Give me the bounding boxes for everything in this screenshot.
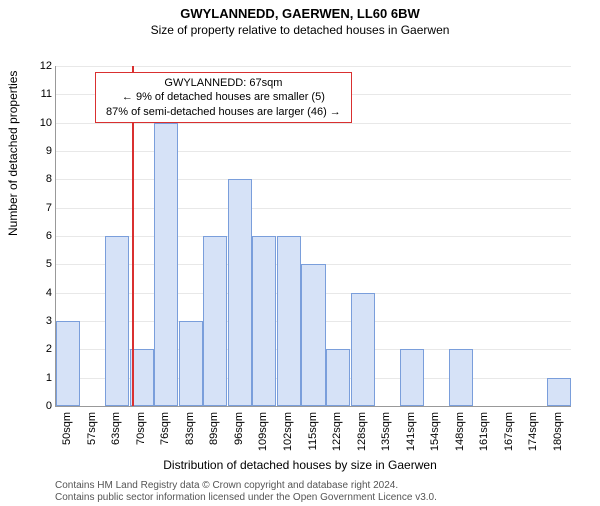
x-tick-label: 109sqm xyxy=(257,412,269,451)
histogram-bar xyxy=(547,378,571,406)
x-tick-label: 115sqm xyxy=(307,412,319,450)
histogram-bar xyxy=(252,236,276,406)
histogram-bar xyxy=(277,236,301,406)
x-tick-label: 148sqm xyxy=(454,412,466,451)
infobox-line1: GWYLANNEDD: 67sqm xyxy=(106,76,341,90)
histogram-bar xyxy=(400,349,424,406)
histogram-bar xyxy=(301,264,325,406)
y-tick-label: 5 xyxy=(30,258,52,270)
attribution-text: Contains HM Land Registry data © Crown c… xyxy=(55,480,437,504)
x-tick-label: 128sqm xyxy=(356,412,368,451)
y-axis-label: Number of detached properties xyxy=(6,71,20,236)
y-tick-label: 0 xyxy=(30,400,52,412)
histogram-bar xyxy=(179,321,203,406)
x-tick-label: 135sqm xyxy=(380,412,392,451)
y-tick-label: 10 xyxy=(30,117,52,129)
y-tick-label: 1 xyxy=(30,372,52,384)
x-tick-label: 57sqm xyxy=(86,412,98,445)
x-tick-label: 89sqm xyxy=(208,412,220,445)
histogram-bar xyxy=(203,236,227,406)
x-tick-label: 141sqm xyxy=(405,412,417,451)
x-tick-label: 70sqm xyxy=(135,412,147,445)
x-tick-label: 161sqm xyxy=(478,412,490,451)
x-tick-label: 174sqm xyxy=(527,412,539,451)
y-tick-label: 12 xyxy=(30,60,52,72)
attribution-line1: Contains HM Land Registry data © Crown c… xyxy=(55,480,437,492)
y-tick-label: 3 xyxy=(30,315,52,327)
histogram-bar xyxy=(154,123,178,406)
x-tick-label: 167sqm xyxy=(503,412,515,451)
y-tick-label: 6 xyxy=(30,230,52,242)
y-tick-label: 4 xyxy=(30,287,52,299)
histogram-bar xyxy=(105,236,129,406)
x-tick-label: 122sqm xyxy=(331,412,343,451)
histogram-bar xyxy=(56,321,80,406)
y-tick-label: 8 xyxy=(30,173,52,185)
attribution-line2: Contains public sector information licen… xyxy=(55,492,437,504)
x-tick-label: 102sqm xyxy=(282,412,294,451)
histogram-bar xyxy=(351,293,375,406)
x-tick-label: 154sqm xyxy=(429,412,441,451)
infobox-line2: ← 9% of detached houses are smaller (5) xyxy=(106,90,341,104)
reference-infobox: GWYLANNEDD: 67sqm ← 9% of detached house… xyxy=(95,72,352,123)
chart-subtitle: Size of property relative to detached ho… xyxy=(0,23,600,37)
histogram-bar xyxy=(228,179,252,406)
x-tick-label: 76sqm xyxy=(159,412,171,445)
x-tick-label: 50sqm xyxy=(61,412,73,445)
y-tick-label: 9 xyxy=(30,145,52,157)
x-tick-label: 180sqm xyxy=(552,412,564,451)
histogram-bar xyxy=(449,349,473,406)
x-tick-label: 63sqm xyxy=(110,412,122,445)
x-tick-label: 83sqm xyxy=(184,412,196,445)
x-axis-label: Distribution of detached houses by size … xyxy=(0,458,600,472)
infobox-line3: 87% of semi-detached houses are larger (… xyxy=(106,105,341,119)
x-tick-label: 96sqm xyxy=(233,412,245,445)
y-tick-label: 2 xyxy=(30,343,52,355)
chart-title: GWYLANNEDD, GAERWEN, LL60 6BW xyxy=(0,6,600,21)
y-tick-label: 7 xyxy=(30,202,52,214)
histogram-bar xyxy=(326,349,350,406)
y-tick-label: 11 xyxy=(30,88,52,100)
